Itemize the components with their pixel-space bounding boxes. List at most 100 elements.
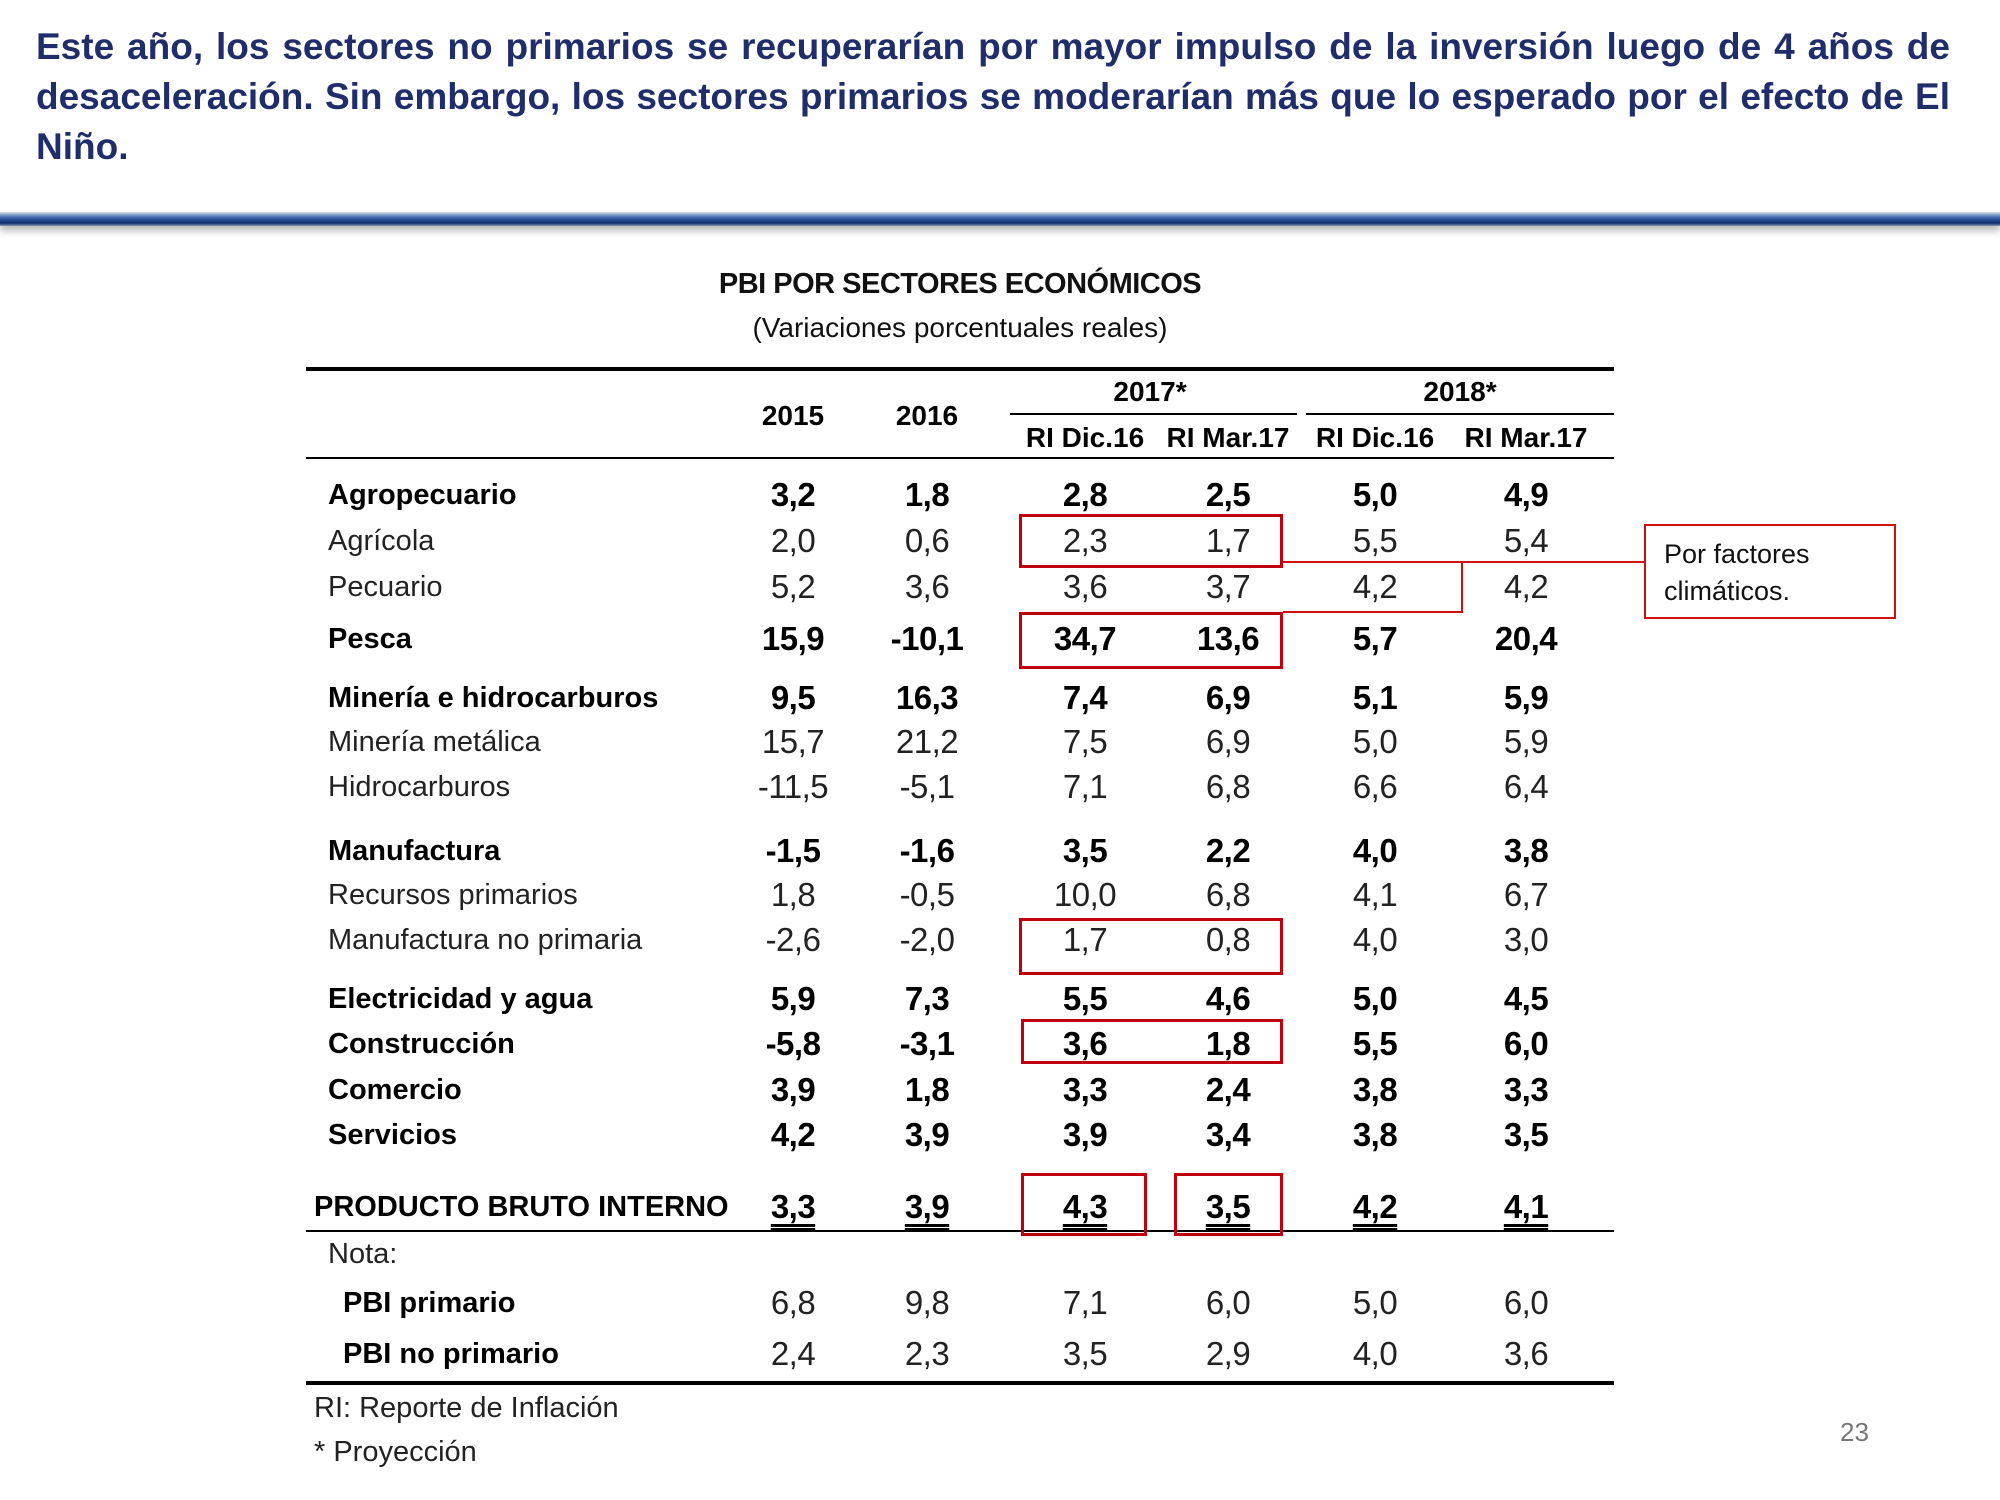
- value-2018-ri-mar17: 3,3: [1503, 1071, 1549, 1108]
- header-2017-rule: [1010, 413, 1297, 415]
- value-2016: -0,5: [899, 876, 955, 913]
- header-2016: 2016: [895, 400, 959, 431]
- value-2018-ri-mar17: 6,4: [1503, 768, 1549, 805]
- value-2018-ri-dic16: 4,0: [1352, 832, 1398, 869]
- value-2017-ri-dic16: 3,3: [1062, 1071, 1108, 1108]
- value-2016: -10,1: [890, 620, 964, 657]
- table-subtitle: (Variaciones porcentuales reales): [752, 312, 1168, 343]
- row-label: Construcción: [328, 1028, 515, 1060]
- value-2016: 3,6: [904, 568, 950, 605]
- value-2016: 16,3: [895, 679, 959, 716]
- table-row: Pesca 15,9 -10,1 34,7 13,6 5,7 20,4: [300, 619, 1620, 659]
- value-2018-ri-mar17: 3,0: [1503, 921, 1549, 958]
- table-title: PBI POR SECTORES ECONÓMICOS: [718, 268, 1202, 300]
- value-2017-ri-mar17: 6,8: [1205, 876, 1251, 913]
- value-2015: 15,9: [761, 620, 825, 657]
- highlight-construccion-2017: [1021, 1019, 1283, 1064]
- value-2018-ri-dic16: 5,1: [1352, 679, 1398, 716]
- row-label: Agrícola: [328, 525, 435, 557]
- value-2017-ri-dic16: 7,5: [1062, 723, 1108, 760]
- slide-title: Este año, los sectores no primarios se r…: [36, 26, 1950, 167]
- value-2017-ri-mar17: 2,2: [1205, 832, 1251, 869]
- header-2017-ri-mar17: RI Mar.17: [1166, 422, 1290, 453]
- value-2018-ri-dic16: 6,6: [1352, 768, 1398, 805]
- value-2017-ri-dic16: 2,3: [1062, 522, 1108, 559]
- value-2018-ri-mar17: 3,8: [1503, 832, 1549, 869]
- value-2018-ri-dic16: 5,5: [1352, 522, 1398, 559]
- footnote-ri: RI: Reporte de Inflación: [314, 1392, 619, 1424]
- row-label: Agropecuario: [328, 479, 517, 511]
- header-bottom-rule: [306, 457, 1614, 459]
- value-2015: 3,3: [770, 1188, 816, 1225]
- value-2015: 2,0: [770, 522, 816, 559]
- value-2018-ri-dic16: 4,1: [1352, 876, 1398, 913]
- highlight-pbi-2017-ri-dic16: [1021, 1173, 1147, 1236]
- value-2018-ri-mar17: 4,5: [1503, 980, 1549, 1017]
- row-label: Recursos primarios: [328, 879, 578, 911]
- row-label: Manufactura no primaria: [328, 924, 643, 956]
- value-2017-ri-mar17: 2,4: [1205, 1071, 1251, 1108]
- value-2017-ri-dic16: 5,5: [1062, 980, 1108, 1017]
- value-2017-ri-mar17: 13,6: [1196, 620, 1260, 657]
- value-2017-ri-dic16: 34,7: [1053, 620, 1117, 657]
- value-2018-ri-mar17: 5,4: [1503, 522, 1549, 559]
- value-2017-ri-mar17: 3,7: [1205, 568, 1251, 605]
- table-row-total: PRODUCTO BRUTO INTERNO 3,3 3,9 4,3 3,5 4…: [300, 1187, 1620, 1227]
- value-2018-ri-mar17: 3,5: [1503, 1116, 1549, 1153]
- highlight-pesca-2017: [1019, 612, 1283, 669]
- table-row: Manufactura no primaria -2,6 -2,0 1,7 0,…: [300, 920, 1620, 960]
- value-2018-ri-dic16: 5,7: [1352, 620, 1398, 657]
- value-2017-ri-dic16: 1,7: [1062, 921, 1108, 958]
- row-label: Pesca: [328, 623, 412, 655]
- value-2017-ri-mar17: 2,5: [1205, 476, 1251, 513]
- value-2017-ri-mar17: 4,6: [1205, 980, 1251, 1017]
- value-2015: -5,8: [765, 1025, 821, 1062]
- value-2017-ri-mar17: 6,8: [1205, 768, 1251, 805]
- value-2015: 5,9: [770, 980, 816, 1017]
- value-2017-ri-dic16: 7,1: [1062, 1284, 1108, 1321]
- value-2015: -1,5: [765, 832, 821, 869]
- value-2018-ri-mar17: 4,1: [1503, 1188, 1549, 1225]
- value-2015: -2,6: [765, 921, 821, 958]
- table-bottom-rule: [306, 1381, 1614, 1385]
- value-2017-ri-mar17: 1,8: [1205, 1025, 1251, 1062]
- value-2018-ri-mar17: 20,4: [1494, 620, 1558, 657]
- value-2018-ri-mar17: 4,2: [1503, 568, 1549, 605]
- value-2018-ri-dic16: 5,0: [1352, 723, 1398, 760]
- table-row: Agropecuario 3,2 1,8 2,8 2,5 5,0 4,9: [300, 475, 1620, 515]
- table-top-rule: [306, 367, 1614, 371]
- value-2016: 1,8: [904, 1071, 950, 1108]
- value-2016: 21,2: [895, 723, 959, 760]
- callout-connector: [1283, 561, 1644, 563]
- value-2017-ri-mar17: 3,5: [1205, 1188, 1251, 1225]
- value-2017-ri-mar17: 3,4: [1205, 1116, 1251, 1153]
- value-2017-ri-mar17: 0,8: [1205, 921, 1251, 958]
- value-2016: -3,1: [899, 1025, 955, 1062]
- table-row-note: Nota:: [300, 1234, 1620, 1274]
- value-2017-ri-mar17: 2,9: [1205, 1335, 1251, 1372]
- table-row: Manufactura -1,5 -1,6 3,5 2,2 4,0 3,8: [300, 831, 1620, 871]
- header-2015: 2015: [761, 400, 825, 431]
- value-2018-ri-dic16: 5,0: [1352, 476, 1398, 513]
- value-2018-ri-mar17: 6,0: [1503, 1284, 1549, 1321]
- value-2017-ri-dic16: 7,1: [1062, 768, 1108, 805]
- callout-connector: [1283, 611, 1463, 613]
- value-2017-ri-dic16: 3,5: [1062, 832, 1108, 869]
- value-2018-ri-dic16: 4,2: [1352, 1188, 1398, 1225]
- value-2016: 0,6: [904, 522, 950, 559]
- value-2015: 1,8: [770, 876, 816, 913]
- value-2017-ri-dic16: 3,9: [1062, 1116, 1108, 1153]
- row-label: PBI primario: [343, 1287, 516, 1319]
- value-2015: 6,8: [770, 1284, 816, 1321]
- row-label: Minería metálica: [328, 726, 541, 758]
- total-rule: [306, 1230, 1614, 1232]
- callout-connector: [1461, 561, 1463, 613]
- page-number: 23: [1840, 1417, 1869, 1447]
- row-label: Hidrocarburos: [328, 771, 511, 803]
- value-2017-ri-dic16: 3,6: [1062, 568, 1108, 605]
- value-2015: 3,2: [770, 476, 816, 513]
- table-row: Construcción -5,8 -3,1 3,6 1,8 5,5 6,0: [300, 1024, 1620, 1064]
- value-2018-ri-dic16: 4,0: [1352, 1335, 1398, 1372]
- value-2016: -5,1: [899, 768, 955, 805]
- value-2016: 7,3: [904, 980, 950, 1017]
